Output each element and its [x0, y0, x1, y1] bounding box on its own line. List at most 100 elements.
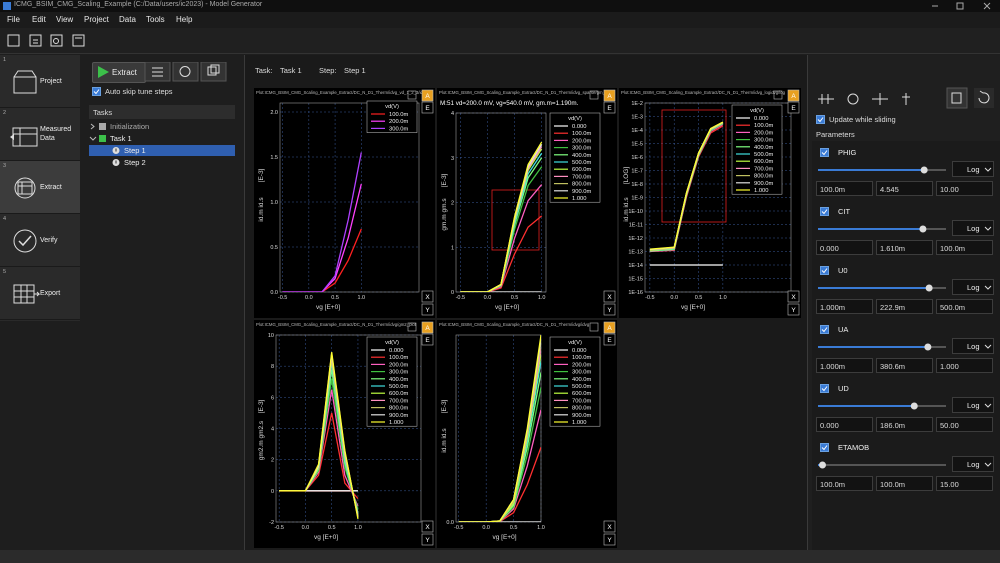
param-min-box[interactable]: 100.0m — [816, 476, 873, 491]
plot-corner-icon[interactable] — [407, 322, 417, 332]
series-line — [649, 121, 724, 251]
param-value-box[interactable]: 1.610m — [876, 240, 933, 255]
param-max-box[interactable]: 500.0m — [936, 299, 993, 314]
legend-label: 900.0m — [389, 413, 409, 419]
menu-item[interactable]: Project — [84, 15, 109, 24]
plot-button[interactable] — [603, 303, 616, 316]
param-max-box[interactable]: 50.00 — [936, 417, 993, 432]
plot-button[interactable] — [603, 520, 616, 533]
param-min-box[interactable]: 0.000 — [816, 240, 873, 255]
scale-dropdown[interactable]: Log — [952, 161, 994, 177]
y-tick-label: 1E-10 — [628, 209, 643, 215]
nav-step-number: 2 — [3, 110, 7, 116]
x-tick-label: -0.5 — [274, 525, 283, 531]
plot-button[interactable] — [787, 303, 800, 316]
nav-item[interactable]: 3 Extract — [0, 161, 80, 214]
param-tool-buttons-right[interactable] — [946, 87, 998, 109]
plot-corner-icon[interactable] — [773, 90, 783, 100]
nav-item[interactable]: 1 Project — [0, 55, 80, 108]
plot-corner-icon[interactable] — [589, 322, 599, 332]
param-checkbox[interactable] — [820, 384, 829, 393]
legend-label: 400.0m — [389, 377, 409, 383]
window-controls[interactable] — [930, 1, 996, 11]
param-slider[interactable] — [816, 282, 948, 294]
scale-dropdown[interactable]: Log — [952, 397, 994, 413]
param-value-box[interactable]: 4.545 — [876, 181, 933, 196]
param-max-box[interactable]: 100.0m — [936, 240, 993, 255]
tree-item[interactable]: Step 1 — [89, 145, 235, 156]
param-slider[interactable] — [816, 459, 948, 471]
scale-dropdown[interactable]: Log — [952, 456, 994, 472]
update-checkbox[interactable] — [816, 115, 825, 124]
param-checkbox[interactable] — [820, 443, 829, 452]
param-checkbox[interactable] — [820, 207, 829, 216]
scale-text: Log — [967, 283, 980, 292]
legend-label: 1.000 — [572, 196, 587, 202]
menu-item[interactable]: File — [7, 15, 20, 24]
legend-label: 500.0m — [572, 384, 592, 390]
plot-button[interactable] — [421, 89, 434, 102]
param-value-box[interactable]: 222.9m — [876, 299, 933, 314]
param-slider[interactable] — [816, 400, 948, 412]
param-value-box[interactable]: 100.0m — [876, 476, 933, 491]
param-checkbox[interactable] — [820, 325, 829, 334]
param-value-box[interactable]: 380.6m — [876, 358, 933, 373]
param-value-box[interactable]: 186.0m — [876, 417, 933, 432]
menu-item[interactable]: View — [56, 15, 74, 24]
tree-item[interactable]: Initialization — [89, 121, 235, 132]
plot-button[interactable] — [787, 101, 800, 114]
tree-item[interactable]: Step 2 — [89, 157, 235, 168]
plot-button[interactable] — [421, 101, 434, 114]
plot-button[interactable] — [603, 89, 616, 102]
param-min-box[interactable]: 100.0m — [816, 181, 873, 196]
param-max-box[interactable]: 10.00 — [936, 181, 993, 196]
plot-corner-icon[interactable] — [589, 90, 599, 100]
y-axis-label: id.m id.s — [441, 428, 448, 453]
param-min-box[interactable]: 1.000m — [816, 299, 873, 314]
nav-item[interactable]: 2 Measured Data — [0, 108, 80, 161]
legend-label: 600.0m — [572, 167, 592, 173]
tree-item[interactable]: Task 1 — [89, 133, 235, 144]
plot-button[interactable] — [421, 533, 434, 546]
plot-button[interactable] — [603, 533, 616, 546]
scale-dropdown[interactable]: Log — [952, 338, 994, 354]
menu-item[interactable]: Tools — [146, 15, 165, 24]
nav-item[interactable]: 4 Verify — [0, 214, 80, 267]
plot-button[interactable] — [421, 303, 434, 316]
param-slider[interactable] — [816, 223, 948, 235]
menu-item[interactable]: Help — [176, 15, 193, 24]
series-line — [649, 122, 724, 252]
plot-button[interactable] — [787, 89, 800, 102]
plot-button-label: X — [607, 294, 612, 301]
plot-button[interactable] — [787, 290, 800, 303]
param-slider[interactable] — [816, 164, 948, 176]
scale-dropdown[interactable]: Log — [952, 279, 994, 295]
plot-button[interactable] — [603, 333, 616, 346]
toolbar-icons[interactable] — [0, 28, 100, 52]
param-checkbox[interactable] — [820, 266, 829, 275]
param-checkbox[interactable] — [820, 148, 829, 157]
param-max-box[interactable]: 1.000 — [936, 358, 993, 373]
plot-button[interactable] — [603, 321, 616, 334]
x-tick-label: -0.5 — [645, 295, 654, 301]
menu-item[interactable]: Edit — [32, 15, 46, 24]
plot-button[interactable] — [421, 520, 434, 533]
param-min-box[interactable]: 0.000 — [816, 417, 873, 432]
param-max-box[interactable]: 15.00 — [936, 476, 993, 491]
nav-item[interactable]: 5 Export — [0, 267, 80, 320]
x-tick-label: -0.5 — [454, 525, 463, 531]
plot-corner-icon[interactable] — [407, 90, 417, 100]
plot-button[interactable] — [421, 321, 434, 334]
auto-skip-checkbox[interactable] — [92, 87, 101, 96]
param-tool-buttons[interactable] — [814, 88, 924, 110]
task-tool-buttons[interactable] — [140, 62, 240, 82]
plot-button[interactable] — [421, 290, 434, 303]
scale-dropdown[interactable]: Log — [952, 220, 994, 236]
menu-item[interactable]: Data — [119, 15, 136, 24]
plot-button[interactable] — [421, 333, 434, 346]
param-min-box[interactable]: 1.000m — [816, 358, 873, 373]
plot-button[interactable] — [603, 101, 616, 114]
extract-button[interactable]: Extract — [92, 62, 146, 83]
param-slider[interactable] — [816, 341, 948, 353]
plot-button[interactable] — [603, 290, 616, 303]
